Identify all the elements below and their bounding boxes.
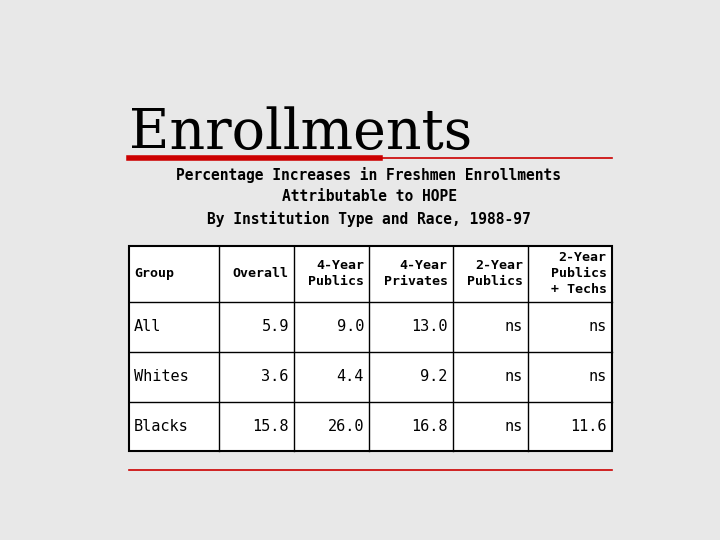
Text: 2-Year
Publics
+ Techs: 2-Year Publics + Techs <box>551 251 607 296</box>
Text: ns: ns <box>588 319 607 334</box>
Bar <box>129 246 612 451</box>
Text: ns: ns <box>505 369 523 384</box>
Text: ns: ns <box>588 369 607 384</box>
Text: 13.0: 13.0 <box>411 319 448 334</box>
Text: Enrollments: Enrollments <box>129 106 472 161</box>
Text: 11.6: 11.6 <box>570 419 607 434</box>
Text: 9.2: 9.2 <box>420 369 448 384</box>
Text: 3.6: 3.6 <box>261 369 289 384</box>
Text: Percentage Increases in Freshmen Enrollments
Attributable to HOPE
By Institution: Percentage Increases in Freshmen Enrollm… <box>176 167 562 227</box>
Text: ns: ns <box>505 419 523 434</box>
Text: ns: ns <box>505 319 523 334</box>
Text: Whites: Whites <box>134 369 189 384</box>
Text: 5.9: 5.9 <box>261 319 289 334</box>
Text: 2-Year
Publics: 2-Year Publics <box>467 259 523 288</box>
Text: All: All <box>134 319 161 334</box>
Text: Overall: Overall <box>233 267 289 280</box>
Text: 26.0: 26.0 <box>328 419 364 434</box>
Text: 15.8: 15.8 <box>252 419 289 434</box>
Text: 4.4: 4.4 <box>336 369 364 384</box>
Text: Group: Group <box>134 267 174 280</box>
Text: 9.0: 9.0 <box>336 319 364 334</box>
Text: 4-Year
Publics: 4-Year Publics <box>308 259 364 288</box>
Text: Blacks: Blacks <box>134 419 189 434</box>
Text: 4-Year
Privates: 4-Year Privates <box>384 259 448 288</box>
Text: 16.8: 16.8 <box>411 419 448 434</box>
